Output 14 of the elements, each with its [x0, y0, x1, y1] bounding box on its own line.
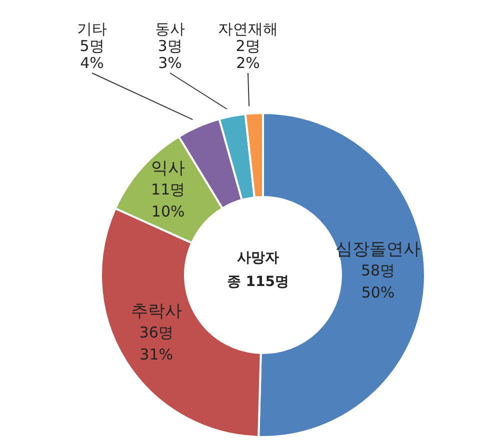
data-label: 5명 4% — [80, 37, 104, 72]
text: 종 115명 — [226, 273, 290, 292]
slice-label: 추락사 — [130, 301, 182, 322]
data-label: 3명 3% — [158, 37, 182, 72]
slice-label: 기타 — [77, 20, 107, 38]
data-label: 36명 31% — [139, 324, 174, 364]
data-label: 58명 50% — [360, 262, 396, 302]
slice-label: 동사 — [155, 20, 185, 38]
slice-label: 익사 — [151, 158, 186, 178]
slice-label: 심장돌연사 — [335, 239, 420, 260]
slice-label: 자연재해 — [218, 20, 278, 38]
data-label: 11명 10% — [151, 180, 186, 221]
text: 사망자 — [236, 249, 280, 268]
data-label: 2명 2% — [236, 37, 260, 72]
